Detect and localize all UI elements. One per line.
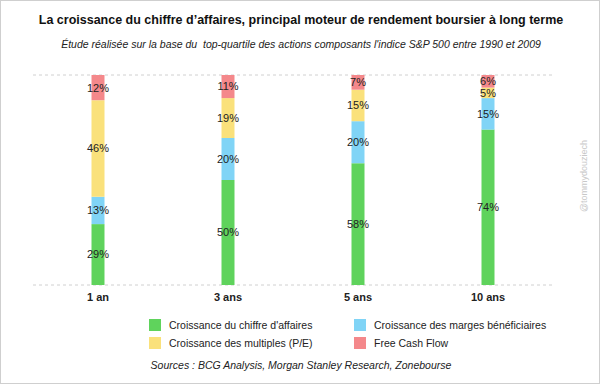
svg-text:50%: 50%	[217, 226, 239, 238]
html-text:Sources : BCG Analysis, Morgan: Sources : BCG Analysis, Morgan Stanley R…	[150, 359, 452, 371]
svg-text:1 an: 1 an	[87, 291, 109, 303]
svg-text:3 ans: 3 ans	[214, 291, 242, 303]
svg-text:58%: 58%	[347, 218, 369, 230]
svg-text:29%: 29%	[87, 248, 109, 260]
svg-text:10 ans: 10 ans	[471, 291, 505, 303]
html-text:Free Cash Flow: Free Cash Flow	[374, 337, 449, 349]
svg-text:5 ans: 5 ans	[344, 291, 372, 303]
svg-text:20%: 20%	[347, 136, 369, 148]
svg-text:13%: 13%	[87, 204, 109, 216]
html-text:La croissance du chiffre d’aff: La croissance du chiffre d’affaires, pri…	[38, 13, 564, 27]
svg-text:5%: 5%	[480, 87, 496, 99]
svg-text:6%: 6%	[480, 75, 496, 87]
html-text:Étude réalisée sur la base du: Étude réalisée sur la base du top-quarti…	[61, 38, 541, 50]
svg-text:11%: 11%	[217, 80, 238, 92]
svg-text:19%: 19%	[217, 112, 239, 124]
html-text:Croissance des multiples (P/E): Croissance des multiples (P/E)	[169, 337, 313, 349]
svg-text:46%: 46%	[87, 142, 109, 154]
html-text:Croissance du chiffre d'affair: Croissance du chiffre d'affaires	[169, 319, 313, 331]
svg-text:20%: 20%	[217, 153, 239, 165]
svg-text:12%: 12%	[87, 82, 109, 94]
svg-text:15%: 15%	[477, 108, 499, 120]
svg-text:74%: 74%	[477, 201, 499, 213]
html-text:Croissance des marges bénéfici: Croissance des marges bénéficiaires	[374, 319, 547, 331]
svg-text:7%: 7%	[350, 76, 366, 88]
svg-text:15%: 15%	[347, 99, 369, 111]
html-text:@tommydouziech: @tommydouziech	[579, 139, 589, 213]
